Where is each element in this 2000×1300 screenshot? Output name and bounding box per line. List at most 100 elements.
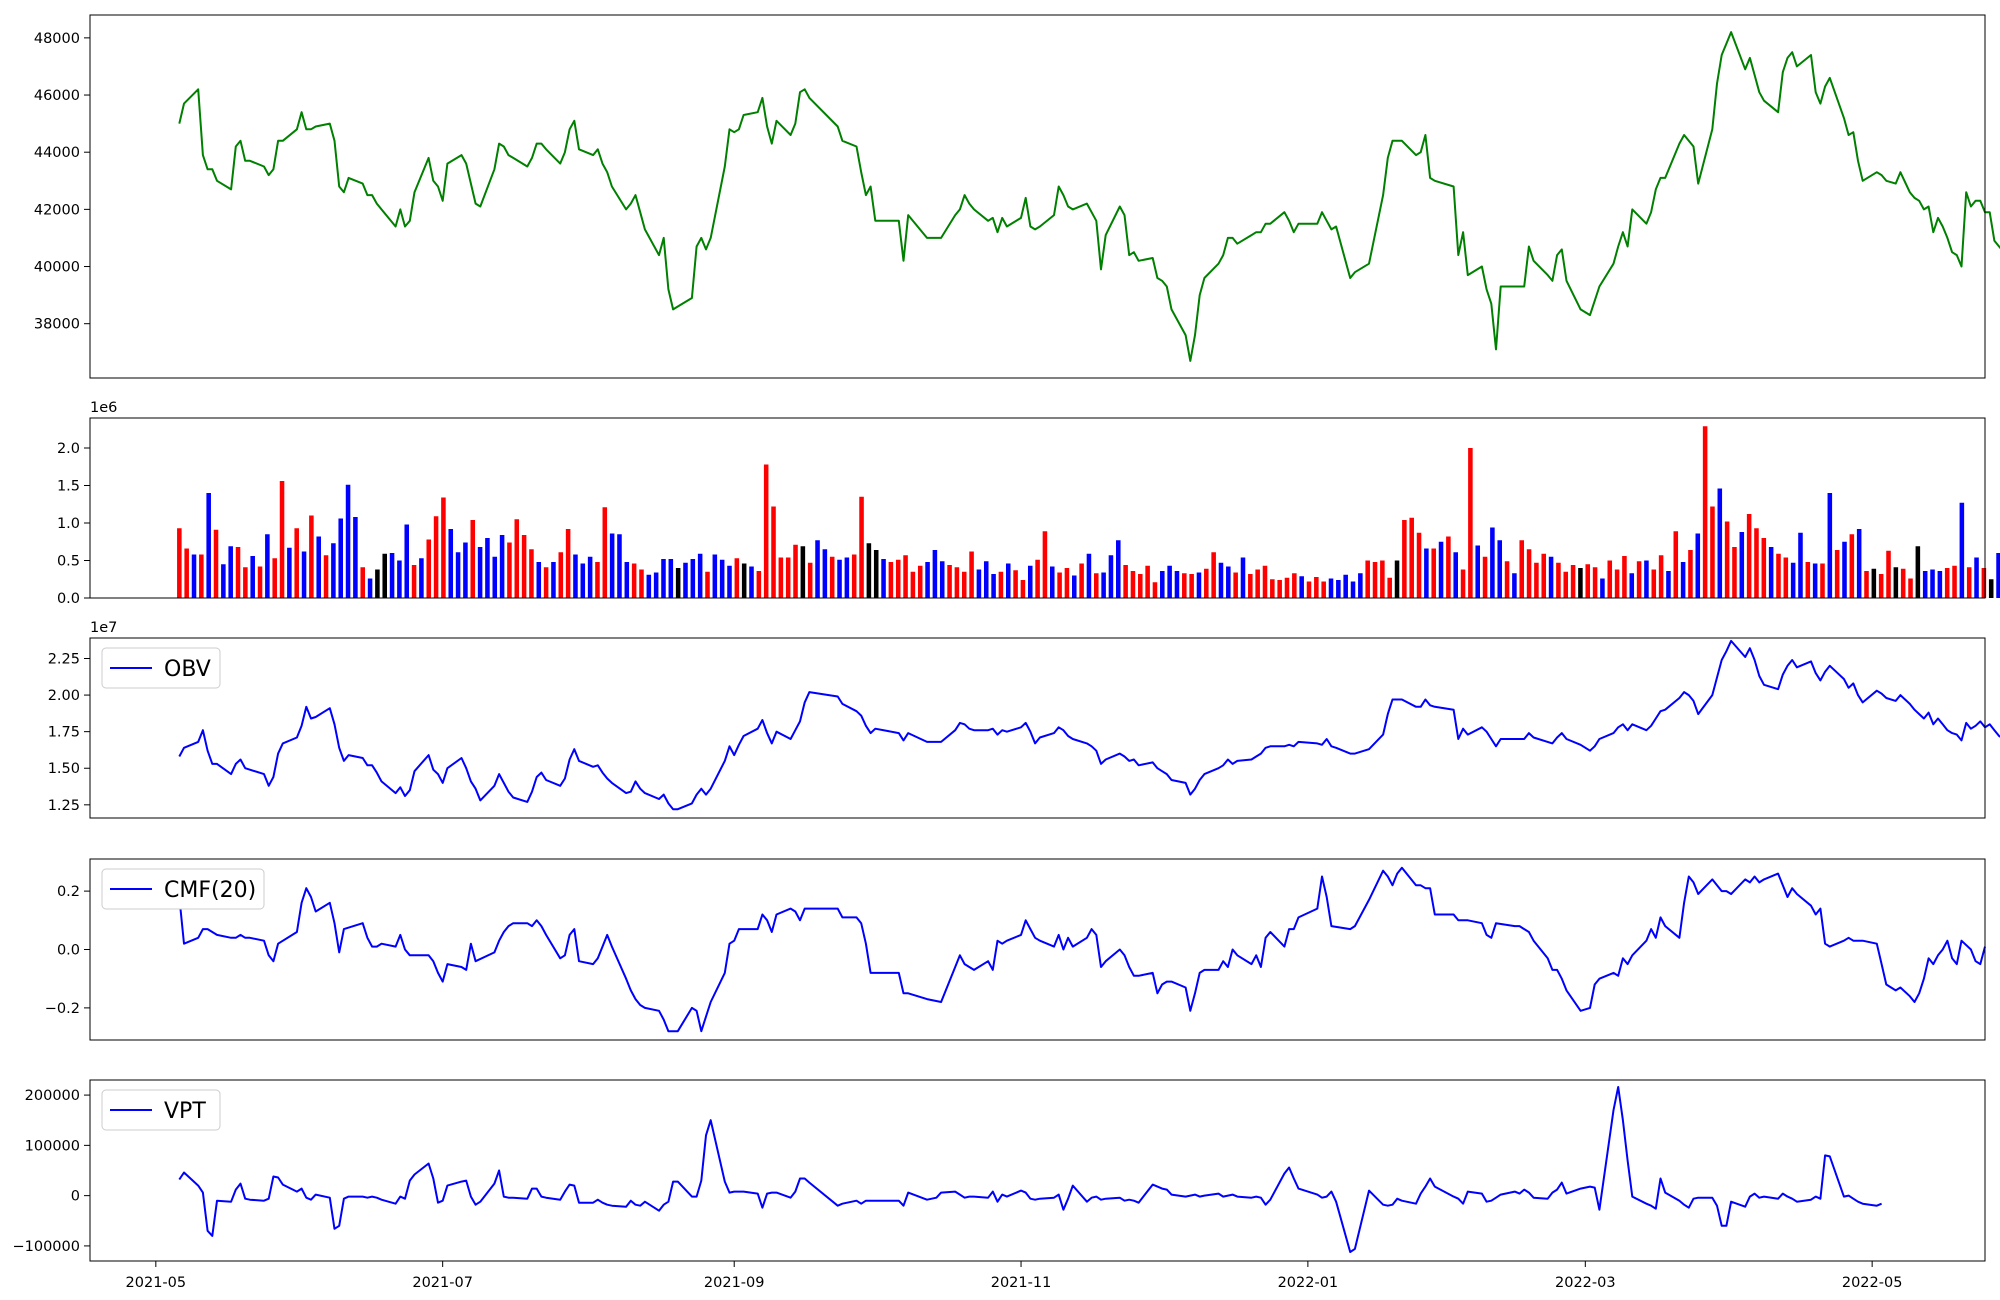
volume-bar [514, 519, 520, 598]
volume-bar [257, 566, 263, 598]
volume-bar [1064, 568, 1070, 598]
legend: VPT [101, 1089, 221, 1131]
volume-bar [587, 556, 593, 598]
volume-bar [1878, 574, 1884, 598]
volume-bar [411, 565, 417, 598]
cmf-series-line [178, 866, 1986, 1033]
volume-bar [433, 516, 439, 598]
volume-bar [976, 569, 982, 598]
volume-bar [705, 571, 710, 598]
volume-bar [793, 544, 798, 598]
y-tick-label: 2.25 [48, 651, 80, 667]
volume-bar [1886, 550, 1891, 598]
volume-bar [419, 558, 424, 598]
volume-bar [316, 536, 321, 598]
volume-bar [1306, 581, 1312, 598]
y-tick-label: −0.2 [45, 1001, 80, 1017]
volume-bar [1592, 567, 1598, 598]
volume-bar [1453, 552, 1458, 598]
volume-bar [837, 559, 842, 598]
volume-bar [895, 559, 901, 598]
volume-bar [961, 571, 967, 598]
volume-bar [1365, 560, 1370, 598]
volume-bar [397, 560, 402, 598]
obv-series-line [178, 639, 2000, 811]
volume-bar [991, 574, 996, 598]
volume-bar [1996, 553, 2000, 598]
volume-bar [1167, 565, 1172, 598]
volume-bar [1497, 540, 1503, 598]
y-tick-label: 0.5 [57, 554, 80, 570]
volume-bar [1086, 553, 1092, 598]
volume-bar [1387, 577, 1392, 598]
volume-bar [1035, 559, 1040, 598]
volume-bar [1585, 564, 1591, 598]
volume-bar [1284, 577, 1290, 598]
volume-bar [206, 493, 211, 598]
volume-bar [822, 549, 828, 598]
volume-bar [1240, 557, 1246, 598]
volume-bar [1673, 531, 1679, 598]
volume-bar [1336, 580, 1341, 598]
volume-bar [1578, 568, 1583, 598]
volume-bar [1644, 560, 1649, 598]
volume-bar [1145, 565, 1150, 598]
volume-bar [323, 555, 329, 598]
vpt-series-line [178, 1086, 1882, 1253]
volume-bar [1512, 573, 1517, 598]
volume-bar [338, 518, 343, 598]
volume-bar [866, 543, 872, 598]
volume-bar [1292, 573, 1297, 598]
volume-bar [221, 564, 226, 598]
volume-bar [1974, 557, 1979, 598]
volume-bar [309, 515, 314, 598]
volume-bar [1541, 553, 1547, 598]
volume-bar [1262, 565, 1268, 598]
volume-bar [177, 528, 182, 598]
y-tick-label: 1.0 [57, 516, 80, 532]
volume-bar [1446, 536, 1451, 598]
volume-bar [1431, 548, 1436, 598]
y-tick-label: 2.00 [48, 688, 80, 704]
volume-bar [1123, 565, 1128, 598]
volume-bar [1079, 563, 1084, 598]
x-tick-label: 2021-09 [704, 1275, 765, 1291]
volume-bar [1394, 560, 1400, 598]
volume-bar [903, 555, 908, 598]
volume-bar [917, 565, 923, 598]
volume-bar [551, 562, 556, 598]
volume-bar [1798, 532, 1803, 598]
x-tick-label: 2022-03 [1555, 1275, 1616, 1291]
volume-bar [294, 528, 299, 598]
volume-bar [954, 567, 960, 598]
volume-bar [1570, 565, 1576, 598]
volume-bar [213, 529, 219, 598]
volume-bar [1027, 565, 1033, 598]
volume-bar [1218, 562, 1224, 598]
volume-bar [595, 562, 600, 598]
volume-bar [1475, 545, 1480, 598]
legend-label: CMF(20) [164, 878, 256, 903]
volume-bar [580, 563, 586, 598]
volume-bar [1658, 555, 1664, 598]
volume-bar [668, 559, 674, 598]
volume-bar [375, 569, 380, 598]
volume-bar [690, 559, 696, 598]
volume-bar [888, 562, 894, 598]
volume-bar [1871, 568, 1877, 598]
volume-bar [1952, 565, 1957, 598]
volume-bar [932, 550, 938, 598]
volume-bar [353, 517, 358, 598]
volume-bar [1849, 534, 1855, 598]
volume-bar [1321, 581, 1326, 598]
volume-bar [1130, 571, 1136, 598]
volume-bar [1504, 561, 1510, 598]
volume-bar [1651, 569, 1657, 598]
volume-bar [1724, 521, 1730, 598]
x-tick-label: 2022-05 [1842, 1275, 1903, 1291]
volume-bar [1424, 548, 1429, 598]
volume-bar [573, 554, 578, 598]
volume-bar [1746, 514, 1752, 598]
volume-bar [1622, 556, 1627, 598]
volume-bar [265, 534, 270, 598]
